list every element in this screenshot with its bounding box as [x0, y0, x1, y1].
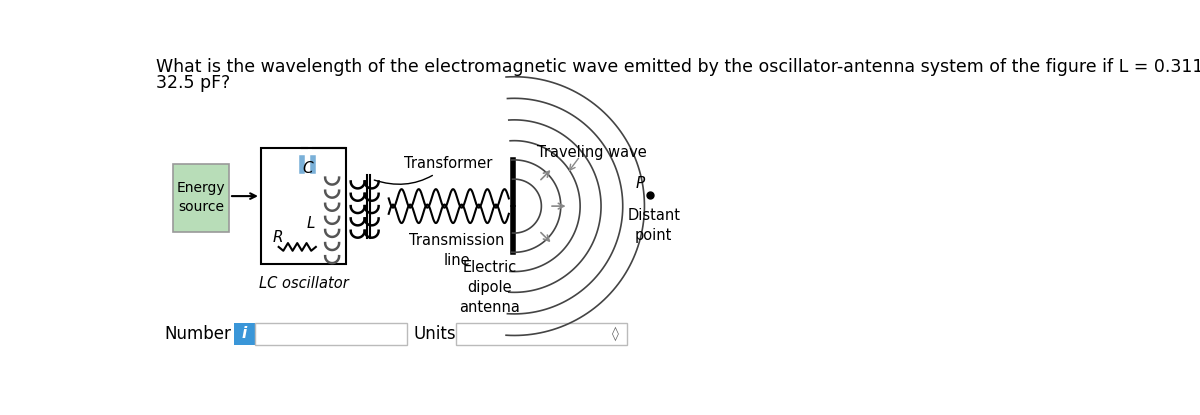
- Text: L: L: [307, 216, 316, 231]
- Text: C: C: [302, 161, 313, 176]
- Text: Transmission
line: Transmission line: [409, 233, 504, 268]
- Text: Units: Units: [414, 325, 456, 343]
- Text: Energy
source: Energy source: [176, 181, 226, 214]
- Text: P: P: [636, 176, 646, 191]
- Bar: [234, 323, 256, 345]
- Text: Transformer: Transformer: [374, 156, 492, 184]
- Text: 32.5 pF?: 32.5 pF?: [156, 74, 230, 93]
- Text: What is the wavelength of the electromagnetic wave emitted by the oscillator-ant: What is the wavelength of the electromag…: [156, 58, 1200, 76]
- Bar: [456, 323, 626, 345]
- Text: Traveling wave: Traveling wave: [536, 145, 647, 160]
- Text: Number: Number: [164, 325, 230, 343]
- Text: Electric
dipole
antenna: Electric dipole antenna: [460, 260, 520, 315]
- Text: LC oscillator: LC oscillator: [258, 276, 348, 291]
- Bar: [173, 164, 229, 232]
- Bar: [256, 323, 407, 345]
- Text: i: i: [242, 327, 247, 342]
- Bar: [260, 148, 346, 264]
- Text: R: R: [272, 230, 283, 245]
- Text: ◊: ◊: [612, 327, 618, 341]
- Text: Distant
point: Distant point: [628, 208, 680, 243]
